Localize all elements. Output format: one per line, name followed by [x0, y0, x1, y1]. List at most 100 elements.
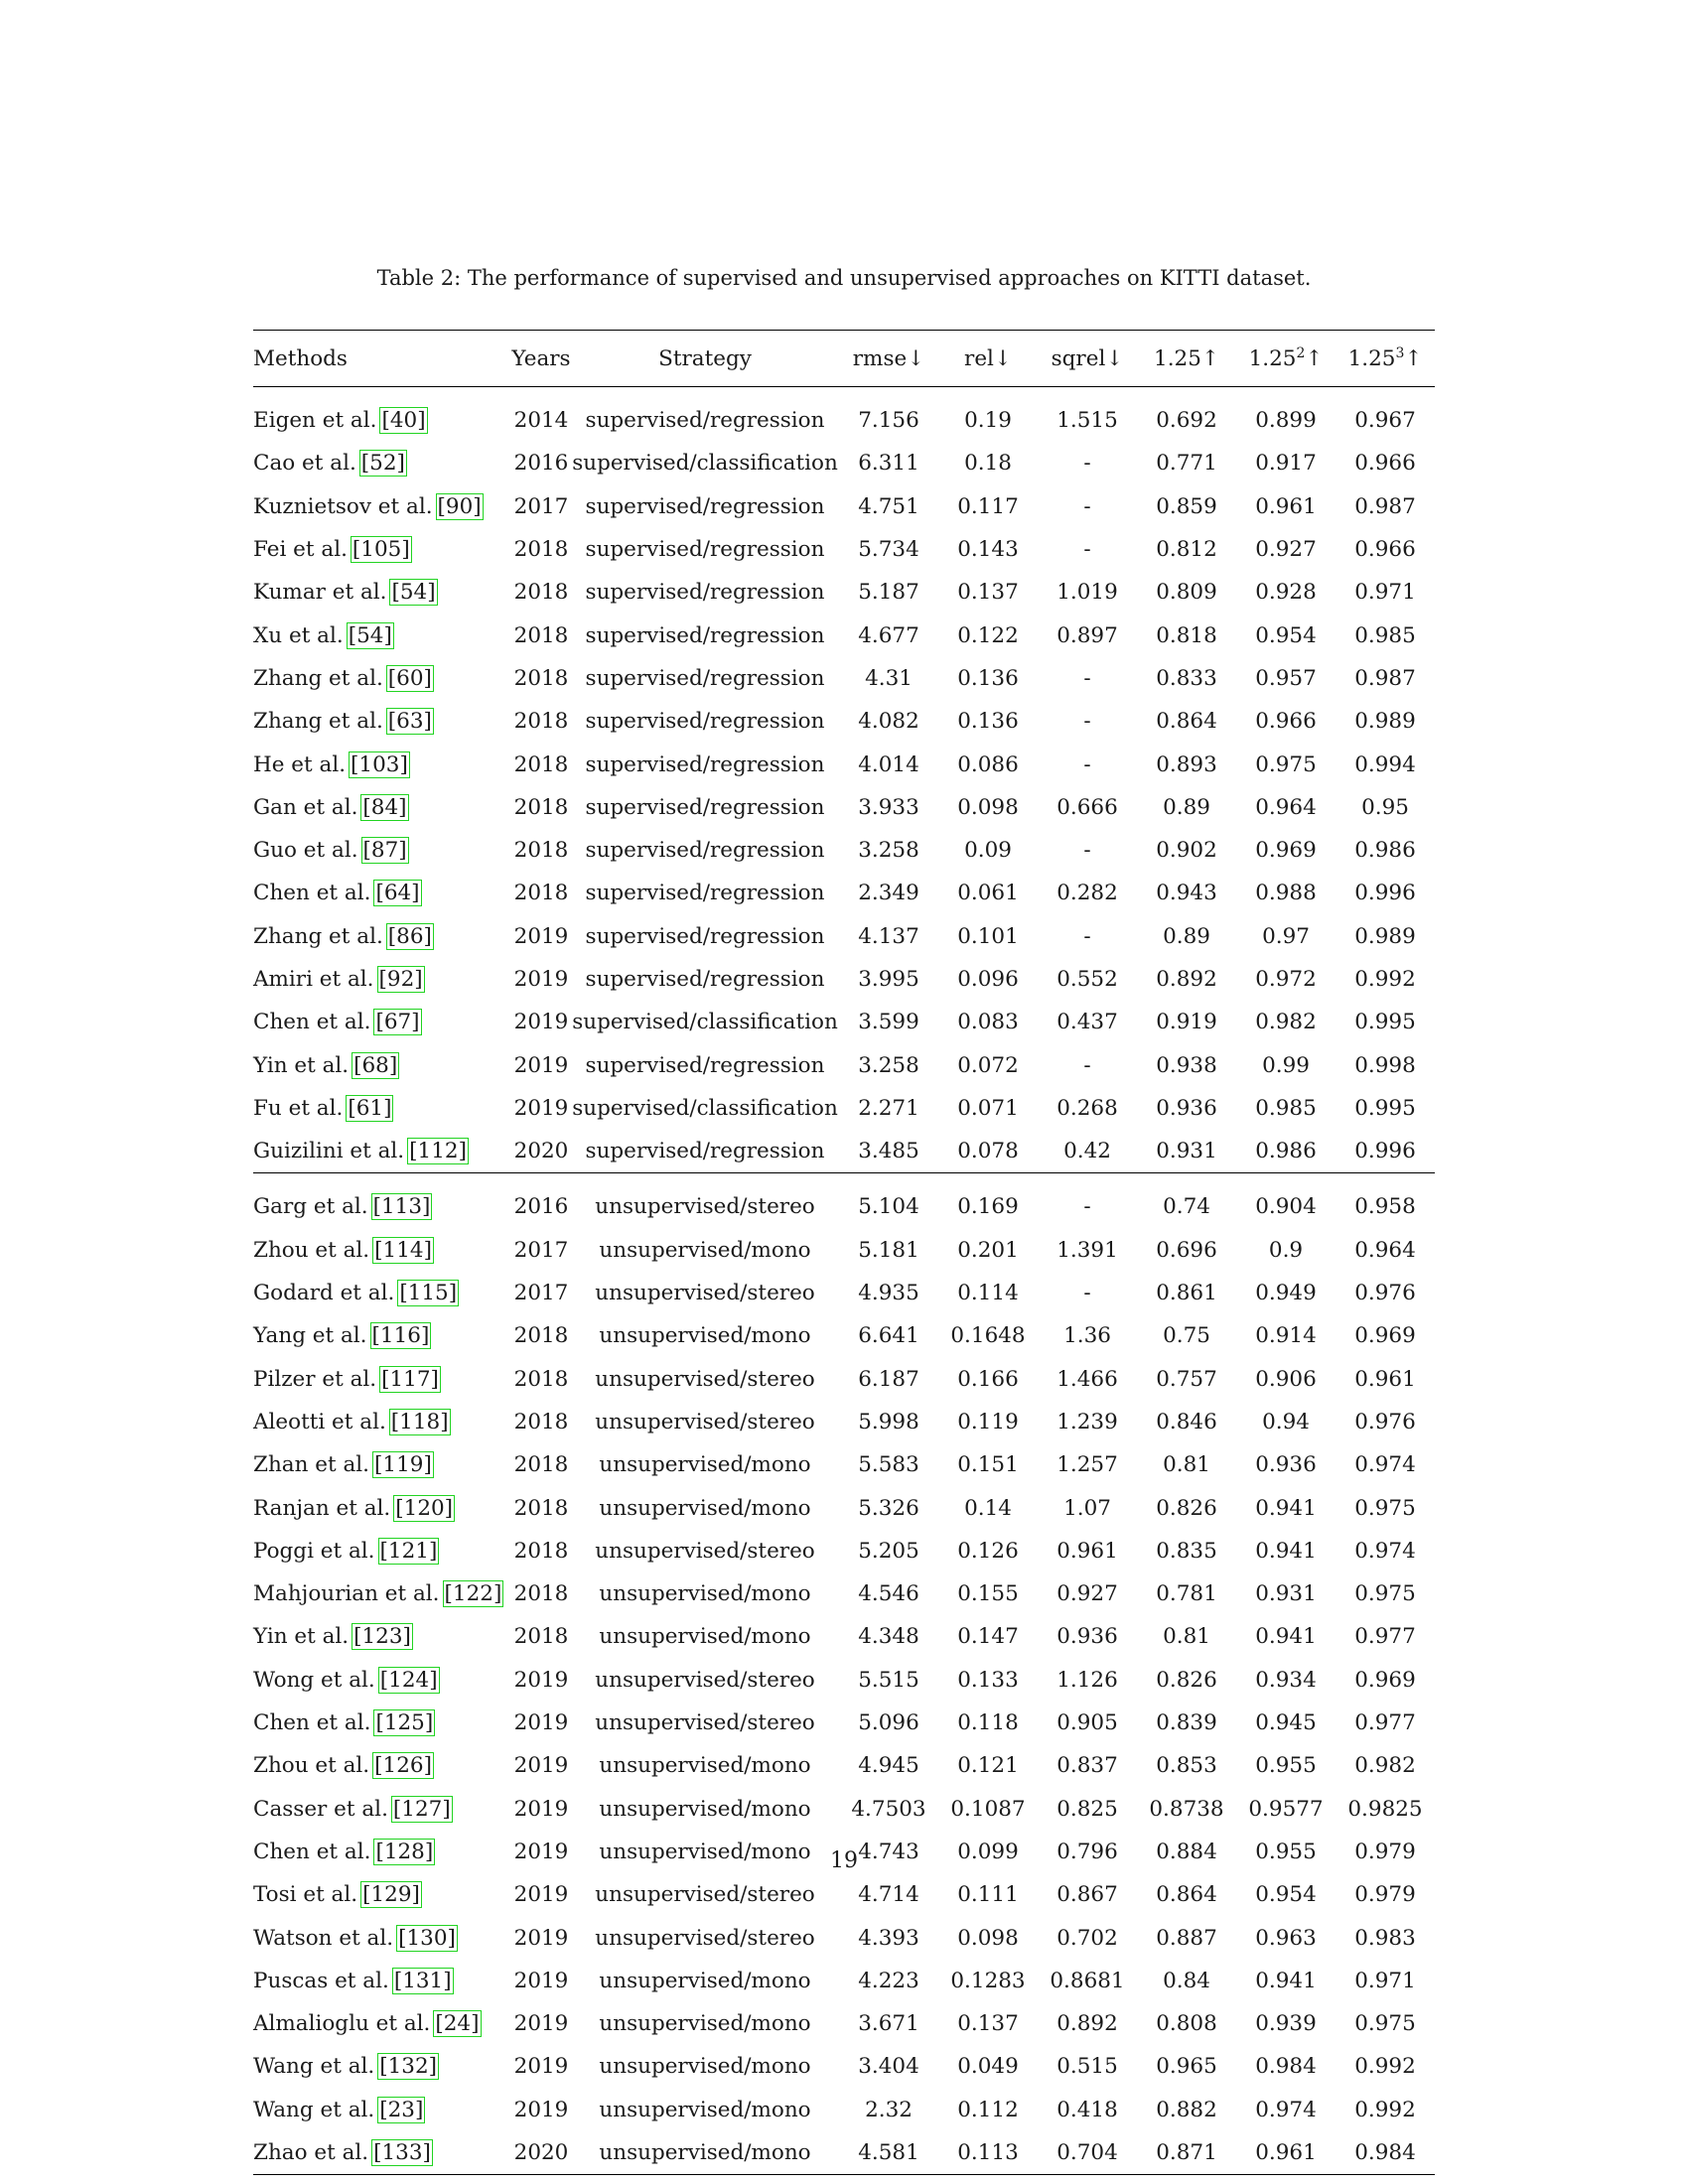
d3-cell: 0.975: [1354, 1581, 1416, 1607]
citation-link[interactable]: [120]: [393, 1494, 456, 1522]
sqrel-cell: 0.905: [1056, 1710, 1118, 1736]
citation-link[interactable]: [128]: [373, 1838, 436, 1865]
d1-cell: 0.839: [1156, 1710, 1217, 1736]
citation-link[interactable]: [116]: [369, 1322, 432, 1350]
citation-link[interactable]: [63]: [385, 708, 434, 736]
citation-link[interactable]: [60]: [385, 664, 434, 692]
citation-link[interactable]: [131]: [391, 1967, 454, 1994]
rel-cell: 0.101: [957, 923, 1019, 949]
d2-cell: 0.899: [1255, 408, 1317, 434]
rmse-cell: 4.014: [858, 751, 919, 777]
citation-link[interactable]: [103]: [349, 751, 410, 778]
citation-link[interactable]: [23]: [377, 2096, 426, 2123]
citation-link[interactable]: [126]: [372, 1752, 434, 1780]
header-years: Years: [511, 330, 571, 387]
citation-link[interactable]: [87]: [360, 837, 409, 865]
header-strategy: Strategy: [571, 330, 839, 387]
table-row: Gan et al. [84] 2018 supervised/regression 3…: [253, 786, 1435, 829]
rel-cell: 0.078: [957, 1139, 1019, 1164]
d3-cell: 0.986: [1354, 838, 1416, 864]
d2-cell: 0.984: [1255, 2054, 1317, 2080]
rel-cell: 0.072: [957, 1052, 1019, 1078]
d1-cell: 0.859: [1156, 493, 1217, 519]
rmse-cell: 4.743: [858, 1839, 919, 1864]
citation-link[interactable]: [90]: [435, 492, 484, 520]
citation-link[interactable]: [123]: [352, 1623, 413, 1651]
d1-cell: 0.89: [1163, 923, 1210, 949]
table-row: Zhang et al. [86] 2019 supervised/regressio…: [253, 915, 1435, 958]
citation-link[interactable]: [127]: [390, 1795, 453, 1823]
method-cell: Zhao et al. [133]: [253, 2130, 511, 2176]
d3-cell: 0.974: [1354, 1452, 1416, 1478]
citation-link[interactable]: [52]: [358, 450, 407, 478]
method-cell: Yang et al. [116]: [253, 1314, 511, 1357]
rmse-cell: 5.734: [858, 537, 919, 563]
citation-link[interactable]: [121]: [377, 1537, 440, 1565]
strategy-cell: supervised/regression: [585, 537, 825, 563]
citation-link[interactable]: [24]: [433, 2010, 482, 2038]
method-cell: Kumar et al. [54]: [253, 571, 511, 614]
year-cell: 2017: [513, 1281, 569, 1306]
citation-link[interactable]: [54]: [389, 579, 438, 607]
year-cell: 2019: [513, 1925, 569, 1951]
citation-link[interactable]: [130]: [396, 1924, 458, 1952]
citation-link[interactable]: [118]: [388, 1408, 451, 1435]
strategy-cell: unsupervised/mono: [599, 1452, 811, 1478]
table-row: Yang et al. [116] 2018 unsupervised/mono 6.6…: [253, 1314, 1435, 1357]
d2-cell: 0.975: [1255, 751, 1317, 777]
method-cell: Poggi et al. [121]: [253, 1530, 511, 1572]
d3-cell: 0.969: [1354, 1323, 1416, 1349]
citation-link[interactable]: [125]: [373, 1709, 436, 1737]
method-cell: Eigen et al. [40]: [253, 387, 511, 443]
citation-link[interactable]: [67]: [373, 1009, 422, 1036]
d3-cell: 0.985: [1354, 622, 1416, 648]
citation-link[interactable]: [115]: [397, 1280, 460, 1307]
citation-link[interactable]: [92]: [376, 966, 425, 993]
citation-link[interactable]: [84]: [360, 793, 409, 821]
strategy-cell: supervised/regression: [585, 923, 825, 949]
year-cell: 2018: [513, 537, 569, 563]
method-cell: Garg et al. [113]: [253, 1172, 511, 1229]
sqrel-cell: 0.892: [1056, 2011, 1118, 2037]
citation-link[interactable]: [124]: [377, 1666, 440, 1694]
citation-link[interactable]: [114]: [372, 1236, 434, 1264]
citation-link[interactable]: [105]: [350, 536, 412, 564]
d2-cell: 0.97: [1262, 923, 1310, 949]
header-sqrel: sqrel↓: [1038, 330, 1137, 387]
year-cell: 2014: [513, 408, 569, 434]
method-name: Wong et al.: [253, 1667, 375, 1693]
rel-cell: 0.136: [957, 665, 1019, 691]
d3-cell: 0.998: [1354, 1052, 1416, 1078]
d3-cell: 0.9825: [1347, 1796, 1423, 1822]
citation-link[interactable]: [40]: [379, 407, 428, 435]
method-cell: Ranjan et al. [120]: [253, 1486, 511, 1529]
rmse-cell: 4.935: [858, 1281, 919, 1306]
d3-cell: 0.982: [1354, 1753, 1416, 1779]
year-cell: 2017: [513, 1237, 569, 1263]
rel-cell: 0.137: [957, 580, 1019, 606]
citation-link[interactable]: [112]: [407, 1138, 469, 1165]
citation-link[interactable]: [122]: [442, 1580, 504, 1608]
citation-link[interactable]: [133]: [371, 2139, 433, 2167]
citation-link[interactable]: [54]: [346, 621, 394, 649]
citation-link[interactable]: [86]: [385, 922, 434, 950]
citation-link[interactable]: [117]: [379, 1365, 441, 1393]
citation-link[interactable]: [132]: [377, 2053, 440, 2081]
citation-link[interactable]: [119]: [372, 1451, 434, 1479]
rel-cell: 0.122: [957, 622, 1019, 648]
rmse-cell: 4.137: [858, 923, 919, 949]
d2-cell: 0.955: [1255, 1839, 1317, 1864]
sqrel-cell: 0.796: [1056, 1839, 1118, 1864]
citation-link[interactable]: [113]: [370, 1193, 433, 1221]
citation-link[interactable]: [129]: [360, 1881, 422, 1909]
citation-link[interactable]: [68]: [352, 1051, 400, 1079]
d1-cell: 0.943: [1156, 881, 1217, 906]
table-row: Chen et al. [67] 2019 supervised/classifica…: [253, 1001, 1435, 1043]
method-cell: Godard et al. [115]: [253, 1272, 511, 1314]
citation-link[interactable]: [61]: [346, 1094, 394, 1122]
method-name: Watson et al.: [253, 1925, 394, 1951]
citation-link[interactable]: [64]: [373, 880, 422, 907]
sqrel-cell: 1.466: [1056, 1366, 1118, 1392]
d1-cell: 0.81: [1163, 1452, 1210, 1478]
d1-cell: 0.846: [1156, 1409, 1217, 1434]
